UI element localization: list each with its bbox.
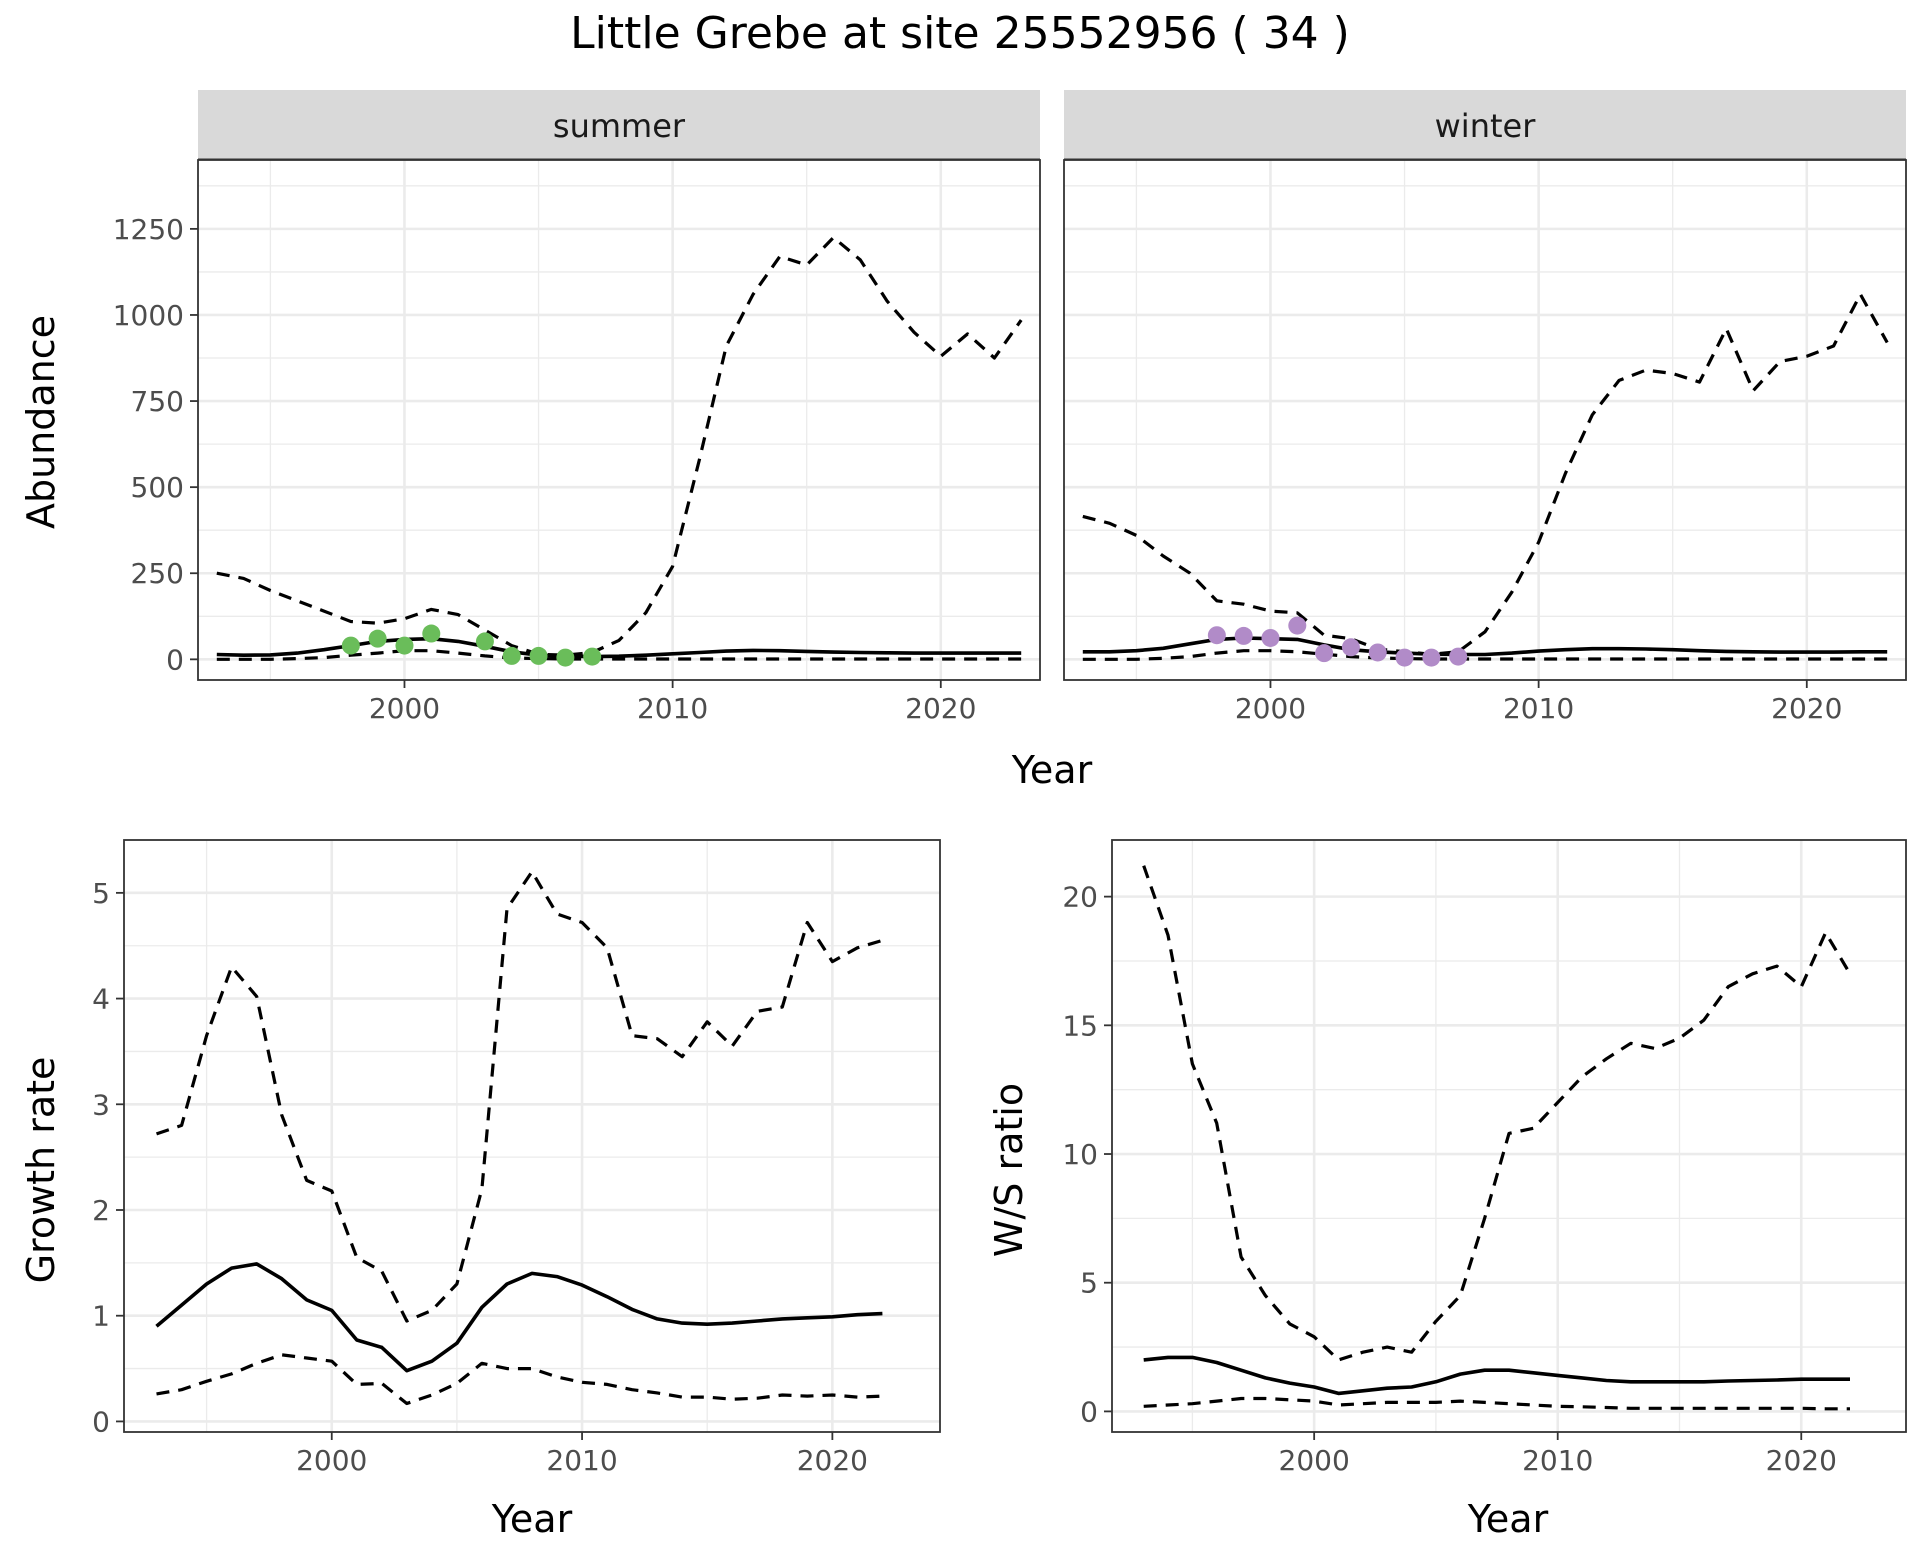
strip-winter-label: winter xyxy=(1435,107,1537,145)
ws-ratio-y-axis-title: W/S ratio xyxy=(987,1083,1031,1257)
observed-point xyxy=(1234,626,1253,645)
observed-point xyxy=(1368,643,1387,662)
x-tick-label: 2010 xyxy=(546,1444,617,1477)
observed-point xyxy=(1341,638,1360,657)
growth-rate-y-axis-title: Growth rate xyxy=(19,1057,63,1284)
upper-ci-line xyxy=(216,235,1023,657)
x-tick-label: 2010 xyxy=(637,692,708,725)
upper-ci-line xyxy=(1082,292,1889,656)
observed-point xyxy=(422,624,441,643)
panel-border xyxy=(1063,159,1907,681)
lower-ci-line xyxy=(1082,649,1888,661)
abundance-summer-panel: 2000 2010 2020 0 250 500 750 1000 1250 xyxy=(113,159,1041,725)
x-tick-label: 2020 xyxy=(797,1444,868,1477)
y-tick-label: 1 xyxy=(92,1300,110,1333)
lower-ci-line xyxy=(1143,1396,1850,1411)
y-tick-label: 1000 xyxy=(113,299,184,332)
panel-border xyxy=(197,159,1041,681)
upper-ci-line xyxy=(1142,865,1852,1362)
ws-ratio-panel: 2000 2010 2020 0 5 10 15 20 xyxy=(1062,839,1907,1477)
figure-title: Little Grebe at site 25552956 ( 34 ) xyxy=(570,8,1350,59)
strip-winter: winter xyxy=(1064,90,1906,162)
panel-border xyxy=(123,839,941,1433)
y-tick-label: 0 xyxy=(166,643,184,676)
y-tick-label: 5 xyxy=(1080,1267,1098,1300)
strip-summer: summer xyxy=(198,90,1040,162)
observed-point xyxy=(1395,648,1414,667)
observed-point xyxy=(1207,626,1226,645)
strip-summer-box xyxy=(198,90,1040,160)
panel-background xyxy=(1064,160,1906,680)
x-tick-label: 2000 xyxy=(369,692,440,725)
y-tick-label: 500 xyxy=(131,471,184,504)
observed-point xyxy=(1449,647,1468,666)
abundance-y-axis-title: Abundance xyxy=(19,315,63,529)
y-tick-label: 750 xyxy=(131,385,184,418)
lower-ci-line xyxy=(216,649,1022,661)
observed-point xyxy=(1422,648,1441,667)
abundance-winter-panel: 2000 2010 2020 xyxy=(1063,159,1907,725)
growth-rate-x-axis-title: Year xyxy=(491,1497,573,1541)
observed-point xyxy=(529,646,548,665)
x-tick-label: 2020 xyxy=(1771,692,1842,725)
y-tick-label: 15 xyxy=(1062,1009,1098,1042)
abundance-x-axis-title: Year xyxy=(1011,748,1093,792)
x-tick-label: 2000 xyxy=(1279,1444,1350,1477)
observed-point xyxy=(1315,644,1334,663)
x-tick-label: 2020 xyxy=(1766,1444,1837,1477)
observed-point xyxy=(395,636,414,655)
y-tick-label: 5 xyxy=(92,877,110,910)
observed-point xyxy=(475,632,494,651)
lower-ci-line xyxy=(156,1353,883,1406)
growth-rate-panel: 2000 2010 2020 0 1 2 3 4 5 xyxy=(92,839,941,1477)
ws-ratio-x-axis-title: Year xyxy=(1467,1497,1549,1541)
observed-point xyxy=(1261,628,1280,647)
y-tick-label: 250 xyxy=(131,557,184,590)
y-tick-label: 20 xyxy=(1062,881,1098,914)
y-tick-label: 3 xyxy=(92,1088,110,1121)
estimate-line xyxy=(155,1262,883,1373)
y-tick-label: 0 xyxy=(1080,1395,1098,1428)
y-tick-label: 1250 xyxy=(113,213,184,246)
y-tick-label: 0 xyxy=(92,1405,110,1438)
observed-point xyxy=(583,647,602,666)
x-tick-label: 2020 xyxy=(905,692,976,725)
observed-point xyxy=(556,648,575,667)
panel-background xyxy=(198,160,1040,680)
observed-point xyxy=(1288,616,1307,635)
x-tick-label: 2000 xyxy=(296,1444,367,1477)
observed-point xyxy=(341,636,360,655)
observed-point xyxy=(368,629,387,648)
observed-point xyxy=(502,646,521,665)
strip-winter-box xyxy=(1064,90,1906,160)
panel-border xyxy=(1111,839,1907,1433)
y-tick-label: 2 xyxy=(92,1194,110,1227)
x-tick-label: 2000 xyxy=(1235,692,1306,725)
estimate-line xyxy=(1143,1355,1850,1396)
y-tick-label: 4 xyxy=(92,983,110,1016)
x-tick-label: 2010 xyxy=(1503,692,1574,725)
panel-background xyxy=(124,840,940,1432)
strip-summer-label: summer xyxy=(553,107,686,145)
y-tick-label: 10 xyxy=(1062,1138,1098,1171)
x-tick-label: 2010 xyxy=(1522,1444,1593,1477)
upper-ci-line xyxy=(155,870,883,1323)
